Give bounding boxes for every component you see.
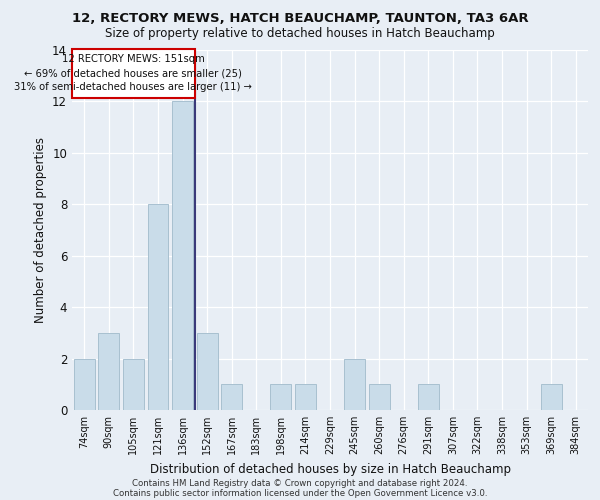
Text: ← 69% of detached houses are smaller (25): ← 69% of detached houses are smaller (25… — [25, 68, 242, 78]
Bar — [271, 384, 292, 410]
Text: Contains HM Land Registry data © Crown copyright and database right 2024.: Contains HM Land Registry data © Crown c… — [132, 478, 468, 488]
Bar — [541, 384, 562, 410]
Bar — [197, 333, 218, 410]
Text: Contains public sector information licensed under the Open Government Licence v3: Contains public sector information licen… — [113, 488, 487, 498]
Bar — [74, 358, 95, 410]
X-axis label: Distribution of detached houses by size in Hatch Beauchamp: Distribution of detached houses by size … — [149, 462, 511, 475]
Bar — [368, 384, 389, 410]
Bar — [98, 333, 119, 410]
Text: Size of property relative to detached houses in Hatch Beauchamp: Size of property relative to detached ho… — [105, 28, 495, 40]
Text: 12, RECTORY MEWS, HATCH BEAUCHAMP, TAUNTON, TA3 6AR: 12, RECTORY MEWS, HATCH BEAUCHAMP, TAUNT… — [71, 12, 529, 26]
Bar — [344, 358, 365, 410]
Bar — [221, 384, 242, 410]
Bar — [148, 204, 169, 410]
Bar — [123, 358, 144, 410]
Text: 31% of semi-detached houses are larger (11) →: 31% of semi-detached houses are larger (… — [14, 82, 253, 92]
Bar — [418, 384, 439, 410]
FancyBboxPatch shape — [72, 48, 195, 98]
Bar — [295, 384, 316, 410]
Bar — [172, 102, 193, 410]
Text: 12 RECTORY MEWS: 151sqm: 12 RECTORY MEWS: 151sqm — [62, 54, 205, 64]
Y-axis label: Number of detached properties: Number of detached properties — [34, 137, 47, 323]
